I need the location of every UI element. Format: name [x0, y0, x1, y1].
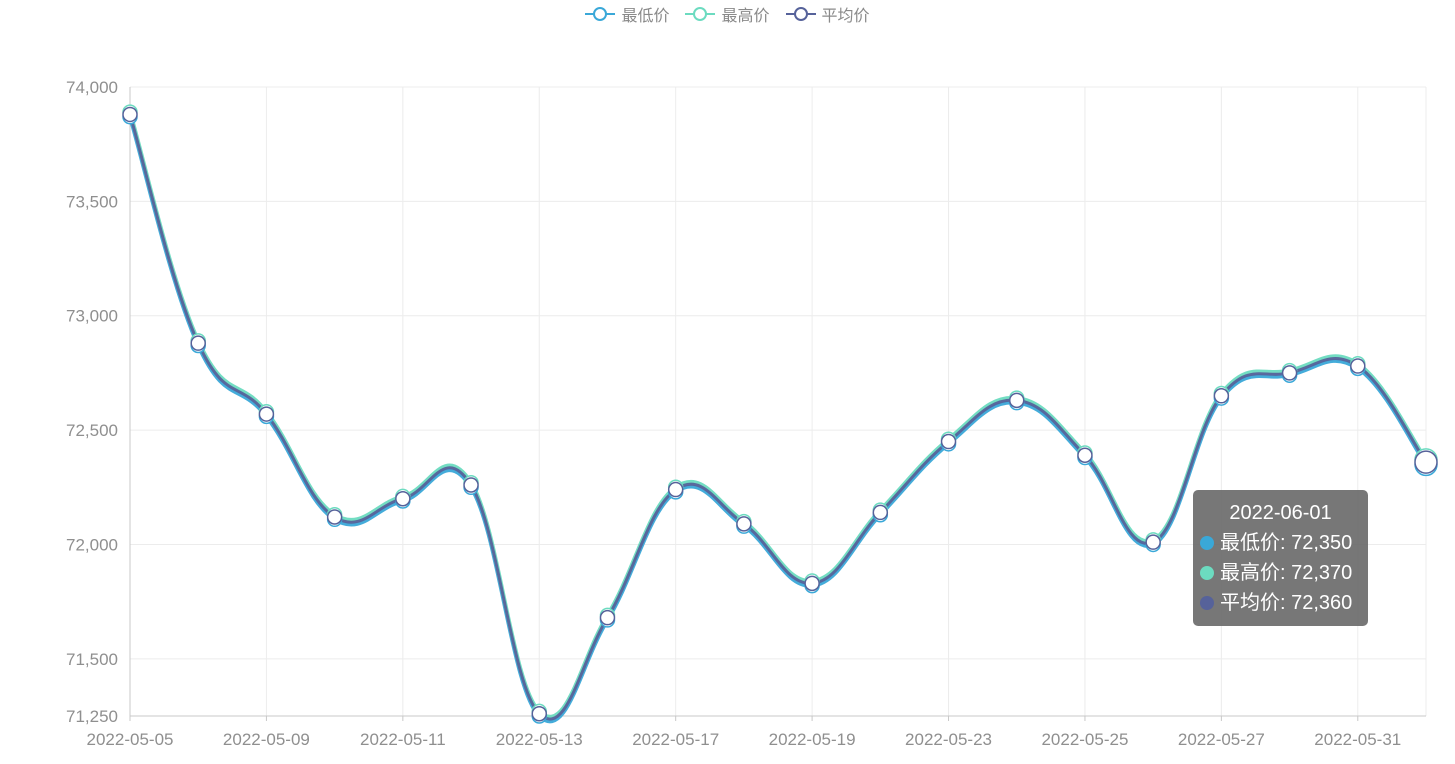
legend-average-icon: [785, 7, 816, 21]
point-layer: [122, 104, 1438, 724]
data-point-2: [1213, 388, 1230, 404]
data-point-2: [1281, 365, 1298, 381]
data-point-2: [531, 705, 548, 722]
x-tick-label: 2022-05-19: [769, 730, 856, 749]
legend-item-lowest[interactable]: 最低价: [585, 2, 669, 26]
tooltip-title: 2022-06-01: [1229, 502, 1332, 524]
x-tick-label: 2022-05-31: [1314, 730, 1401, 749]
legend-highest-icon: [685, 7, 716, 21]
series-layer: [128, 110, 1428, 724]
y-tick-label: 73,000: [66, 307, 118, 326]
x-tick-label: 2022-05-25: [1041, 730, 1128, 749]
legend-label-lowest: 最低价: [621, 8, 670, 25]
data-point-2: [599, 609, 616, 626]
data-point-2: [940, 433, 957, 450]
x-tick-label: 2022-05-17: [632, 730, 719, 749]
data-point-2: [667, 481, 684, 498]
data-point-2: [1414, 450, 1438, 474]
data-point-2: [463, 477, 479, 493]
tooltip-text-average: 平均价: 72,360: [1220, 592, 1353, 614]
legend-label-highest: 最高价: [721, 8, 770, 25]
x-tick-label: 2022-05-05: [87, 730, 174, 749]
series-line-0: [128, 114, 1428, 724]
y-tick-label: 72,500: [66, 421, 118, 440]
data-point-2: [804, 575, 820, 592]
y-tick-label: 71,500: [66, 650, 118, 669]
y-tick-label: 72,000: [66, 535, 118, 554]
tooltip-text-lowest: 最低价: 72,350: [1220, 532, 1353, 554]
data-point-2: [326, 509, 343, 525]
tooltip: 2022-06-01 最低价: 72,350 最高价: 72,370 平均价: …: [1193, 490, 1368, 626]
legend-item-highest[interactable]: 最高价: [685, 2, 770, 26]
y-tick-label: 74,000: [66, 78, 118, 97]
tooltip-row-lowest: 最低价: 72,350: [1193, 528, 1368, 558]
data-point-2: [190, 335, 206, 351]
axis-layer: 71,250 71,500 72,000 72,500 73,000 73,500 74,0…: [66, 78, 1426, 749]
series-line-1: [128, 110, 1428, 719]
data-point-2: [1077, 447, 1093, 464]
x-tick-label: 2022-05-09: [223, 730, 310, 749]
y-tick-label: 71,250: [66, 707, 118, 726]
data-point-2: [1008, 392, 1025, 409]
x-tick-label: 2022-05-11: [360, 730, 446, 749]
data-point-2: [395, 490, 411, 507]
x-tick-label: 2022-05-27: [1178, 730, 1265, 749]
tooltip-dot-average-icon: [1200, 596, 1214, 610]
data-point-2: [736, 516, 752, 532]
series-line-2: [128, 112, 1428, 721]
tooltip-row-average: 平均价: 72,360: [1193, 588, 1368, 618]
data-point-2: [1145, 534, 1161, 550]
y-tick-label: 73,500: [66, 192, 118, 211]
data-point-2: [872, 504, 889, 521]
tooltip-row-highest: 最高价: 72,370: [1193, 558, 1368, 588]
data-point-2: [122, 106, 138, 123]
data-point-2: [258, 406, 275, 422]
tooltip-dot-highest-icon: [1200, 566, 1214, 580]
tooltip-text-highest: 最高价: 72,370: [1220, 562, 1353, 584]
legend-item-average[interactable]: 平均价: [785, 2, 870, 26]
x-tick-label: 2022-05-13: [496, 730, 583, 749]
legend-lowest-icon: [585, 7, 616, 21]
chart-legend: 最低价 最高价 平均价: [0, 2, 1455, 26]
legend-label-average: 平均价: [821, 8, 870, 25]
data-point-2: [1350, 358, 1366, 374]
x-tick-label: 2022-05-23: [905, 730, 992, 749]
tooltip-dot-lowest-icon: [1200, 536, 1214, 550]
